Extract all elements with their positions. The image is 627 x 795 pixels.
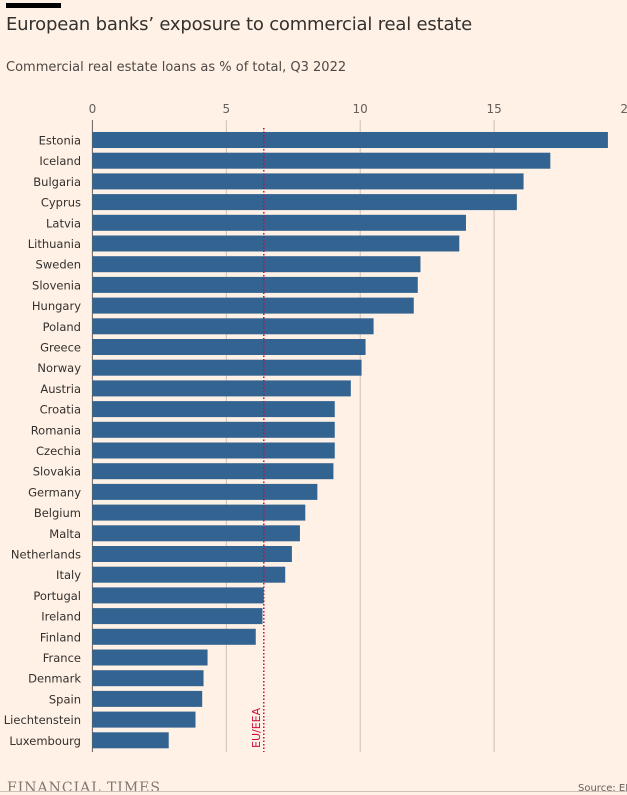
- bar-belgium: [92, 504, 306, 521]
- category-label: Netherlands: [11, 548, 81, 562]
- x-tick-label: 20: [620, 102, 627, 116]
- chart-subtitle: Commercial real estate loans as % of tot…: [6, 60, 347, 75]
- category-label: Ireland: [41, 610, 81, 624]
- category-label: Belgium: [34, 506, 81, 520]
- category-label: Slovakia: [33, 465, 81, 479]
- footer-divider: [0, 791, 627, 792]
- category-label: Romania: [31, 423, 81, 437]
- bar-malta: [92, 525, 300, 542]
- category-label: Greece: [40, 341, 81, 355]
- source-note: Source: EB: [578, 783, 627, 791]
- category-label: Italy: [56, 568, 81, 582]
- bar-norway: [92, 359, 362, 376]
- category-label: Lithuania: [28, 237, 81, 251]
- category-label: Hungary: [32, 299, 81, 313]
- bar-finland: [92, 628, 256, 645]
- category-label: Germany: [28, 485, 81, 499]
- bar-denmark: [92, 670, 204, 687]
- bar-latvia: [92, 214, 466, 231]
- bar-czechia: [92, 442, 335, 459]
- bar-estonia: [92, 132, 608, 148]
- category-label: Iceland: [39, 154, 81, 168]
- category-label: Sweden: [36, 258, 81, 272]
- category-label: Poland: [43, 320, 81, 334]
- category-label: Denmark: [28, 672, 81, 686]
- category-label: Portugal: [33, 589, 81, 603]
- reference-line-label: EU/EEA: [250, 707, 263, 748]
- x-tick-label: 5: [222, 102, 230, 116]
- x-tick-label: 0: [89, 102, 97, 116]
- bar-slovakia: [92, 463, 334, 480]
- bar-croatia: [92, 401, 335, 418]
- category-label: Luxembourg: [9, 734, 81, 748]
- category-label: France: [43, 651, 81, 665]
- bar-france: [92, 649, 208, 666]
- category-label: Slovenia: [32, 278, 81, 292]
- bar-sweden: [92, 256, 421, 273]
- category-label: Malta: [49, 527, 81, 541]
- bar-slovenia: [92, 276, 418, 293]
- category-label: Czechia: [36, 444, 81, 458]
- bar-luxembourg: [92, 732, 169, 749]
- bar-greece: [92, 339, 366, 355]
- category-label: Austria: [40, 382, 81, 396]
- chart-title: European banks’ exposure to commercial r…: [6, 14, 473, 35]
- ft-logo: FINANCIAL TIMES: [7, 780, 161, 791]
- bar-netherlands: [92, 546, 292, 562]
- category-label: Bulgaria: [33, 175, 81, 189]
- bar-liechtenstein: [92, 711, 196, 728]
- bar-lithuania: [92, 235, 460, 252]
- bar-hungary: [92, 297, 414, 314]
- bar-cyprus: [92, 194, 517, 211]
- category-label: Liechtenstein: [4, 713, 81, 727]
- category-label: Estonia: [39, 134, 81, 148]
- bar-romania: [92, 421, 335, 438]
- bar-germany: [92, 483, 318, 500]
- bar-poland: [92, 318, 374, 335]
- category-label: Latvia: [46, 216, 81, 230]
- bar-austria: [92, 380, 351, 397]
- brand-bar: [6, 3, 61, 8]
- category-label: Croatia: [40, 403, 81, 417]
- bar-bulgaria: [92, 173, 524, 190]
- bar-iceland: [92, 152, 551, 169]
- category-label: Norway: [37, 361, 81, 375]
- x-tick-label: 10: [353, 102, 368, 116]
- bar-spain: [92, 690, 203, 707]
- bar-ireland: [92, 608, 263, 625]
- bar-portugal: [92, 587, 264, 604]
- category-label: Finland: [40, 630, 81, 644]
- category-label: Spain: [49, 692, 81, 706]
- bar-italy: [92, 566, 286, 583]
- x-tick-label: 15: [486, 102, 501, 116]
- category-label: Cyprus: [41, 196, 81, 210]
